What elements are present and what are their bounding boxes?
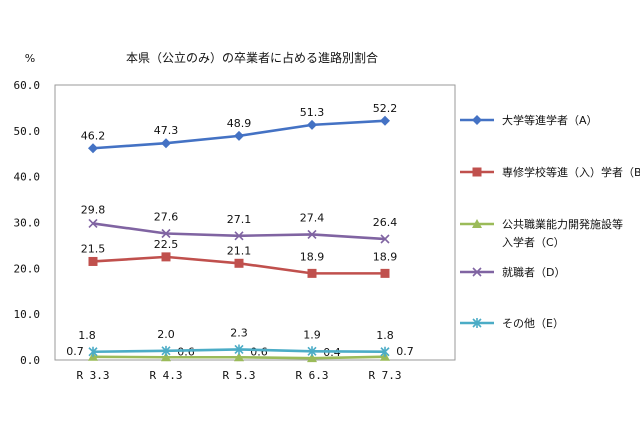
data-label: 26.4 xyxy=(373,216,398,229)
series-group: 46.2 47.3 48.9 51.3 52.2 21.5 22.5 21.1 18.9 18.9… xyxy=(66,102,414,363)
x-tick-label: R 7.3 xyxy=(368,369,401,382)
data-point xyxy=(234,130,244,141)
legend-label: 公共職業能力開発施設等 xyxy=(502,217,623,231)
data-point xyxy=(307,353,317,363)
data-point xyxy=(234,258,244,268)
series-4: 29.8 27.6 27.1 27.4 26.4 xyxy=(81,203,398,244)
data-label: 2.3 xyxy=(230,326,248,339)
legend-item-4: 就職者（D） xyxy=(460,265,565,279)
y-tick-label: 50.0 xyxy=(14,125,41,138)
data-label: 27.6 xyxy=(154,211,179,224)
y-tick-label: 10.0 xyxy=(14,308,41,321)
data-label: 2.0 xyxy=(157,328,175,341)
y-tick-label: 0.0 xyxy=(20,354,40,367)
legend: 大学等進学者（A） 専修学校等進（入）学者（B） 公共職業能力開発施設等入学者（C）… xyxy=(460,113,640,330)
data-point xyxy=(234,352,244,362)
data-point xyxy=(161,345,171,356)
data-point xyxy=(307,119,317,130)
legend-label: 就職者（D） xyxy=(502,265,565,279)
data-label: 52.2 xyxy=(373,102,398,115)
data-point xyxy=(234,344,244,355)
legend-label: 専修学校等進（入）学者（B） xyxy=(502,165,640,179)
legend-label: 入学者（C） xyxy=(502,235,565,249)
data-label: 18.9 xyxy=(373,250,398,263)
data-label: 27.4 xyxy=(300,211,325,224)
data-label: 1.8 xyxy=(376,329,394,342)
data-point xyxy=(234,231,244,241)
legend-item-1: 大学等進学者（A） xyxy=(460,113,598,127)
data-label: 22.5 xyxy=(154,238,179,251)
x-tick-label: R 6.3 xyxy=(295,369,328,382)
data-point xyxy=(161,138,171,149)
legend-item-2: 専修学校等進（入）学者（B） xyxy=(460,165,640,179)
data-label: 48.9 xyxy=(227,117,252,130)
data-label: 1.9 xyxy=(303,328,321,341)
data-label: 51.3 xyxy=(300,106,325,119)
data-point xyxy=(307,229,317,239)
data-point xyxy=(88,346,98,357)
x-axis: R 3.3 R 4.3 R 5.3 R 6.3 R 7.3 xyxy=(76,369,401,382)
series-1: 46.2 47.3 48.9 51.3 52.2 xyxy=(81,102,398,154)
data-label: 46.2 xyxy=(81,129,106,142)
data-point xyxy=(380,346,390,357)
legend-marker xyxy=(472,167,482,177)
legend-marker xyxy=(472,115,482,125)
data-label: 0.7 xyxy=(396,345,414,358)
series-2: 21.5 22.5 21.1 18.9 18.9 xyxy=(81,238,398,278)
data-label: 47.3 xyxy=(154,124,179,137)
data-label: 18.9 xyxy=(300,250,325,263)
data-point xyxy=(88,143,98,154)
x-tick-label: R 3.3 xyxy=(76,369,109,382)
data-point xyxy=(88,256,98,266)
legend-marker xyxy=(472,219,482,228)
data-label: 21.1 xyxy=(227,244,252,257)
series-5: 1.8 2.0 2.3 1.9 1.8 xyxy=(78,326,394,357)
data-label: 0.6 xyxy=(250,345,268,358)
y-tick-label: 30.0 xyxy=(14,217,41,230)
legend-item-5: その他（E） xyxy=(460,317,564,330)
legend-marker xyxy=(472,267,482,277)
data-point xyxy=(380,115,390,126)
data-label: 29.8 xyxy=(81,203,106,216)
chart-title: 本県（公立のみ）の卒業者に占める進路別割合 xyxy=(126,50,378,65)
y-unit-label: % xyxy=(25,52,35,65)
data-label: 21.5 xyxy=(81,242,106,255)
data-point xyxy=(307,268,317,278)
data-point xyxy=(380,234,390,244)
legend-label: 大学等進学者（A） xyxy=(502,113,598,127)
data-point xyxy=(307,346,317,357)
y-tick-label: 20.0 xyxy=(14,262,41,275)
x-tick-label: R 4.3 xyxy=(149,369,182,382)
data-label: 27.1 xyxy=(227,213,252,226)
data-point xyxy=(88,218,98,228)
y-tick-label: 40.0 xyxy=(14,171,41,184)
data-label: 1.8 xyxy=(78,329,96,342)
y-axis: 0.0 10.0 20.0 30.0 40.0 50.0 60.0 xyxy=(14,79,41,367)
x-tick-label: R 5.3 xyxy=(222,369,255,382)
data-point xyxy=(161,352,171,362)
data-point xyxy=(161,252,171,262)
y-tick-label: 60.0 xyxy=(14,79,41,92)
data-point xyxy=(161,228,171,239)
legend-marker xyxy=(472,318,482,328)
data-point xyxy=(380,268,390,278)
plot-frame xyxy=(54,84,456,361)
plot-area xyxy=(54,84,456,361)
data-label: 0.7 xyxy=(66,345,84,358)
legend-label: その他（E） xyxy=(502,317,564,330)
